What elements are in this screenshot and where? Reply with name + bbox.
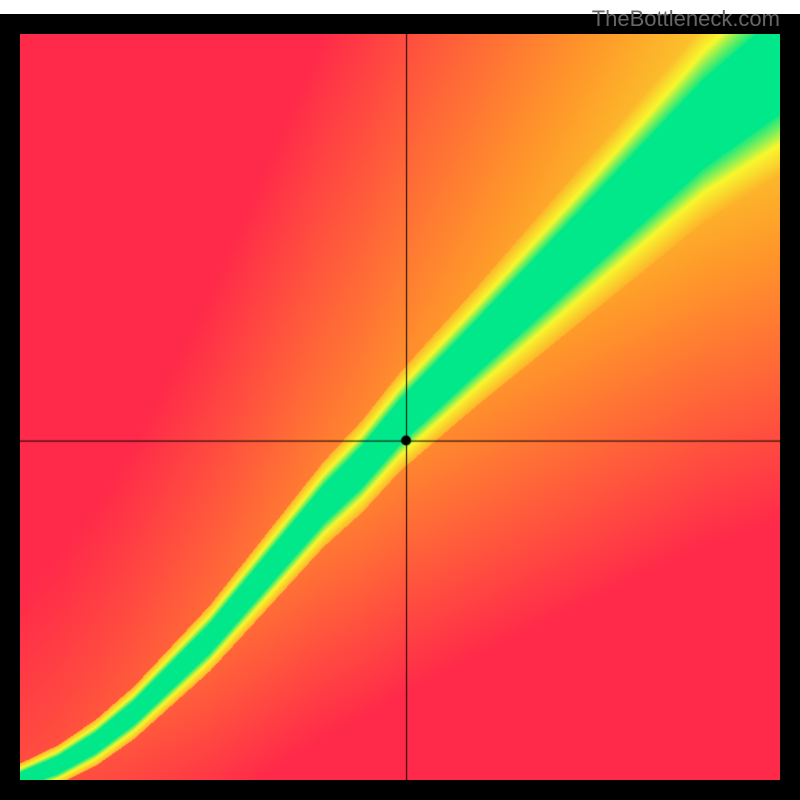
watermark-text: TheBottleneck.com	[592, 6, 780, 32]
crosshair-overlay	[20, 34, 780, 780]
heatmap-plot	[20, 34, 780, 780]
chart-container: TheBottleneck.com	[0, 0, 800, 800]
